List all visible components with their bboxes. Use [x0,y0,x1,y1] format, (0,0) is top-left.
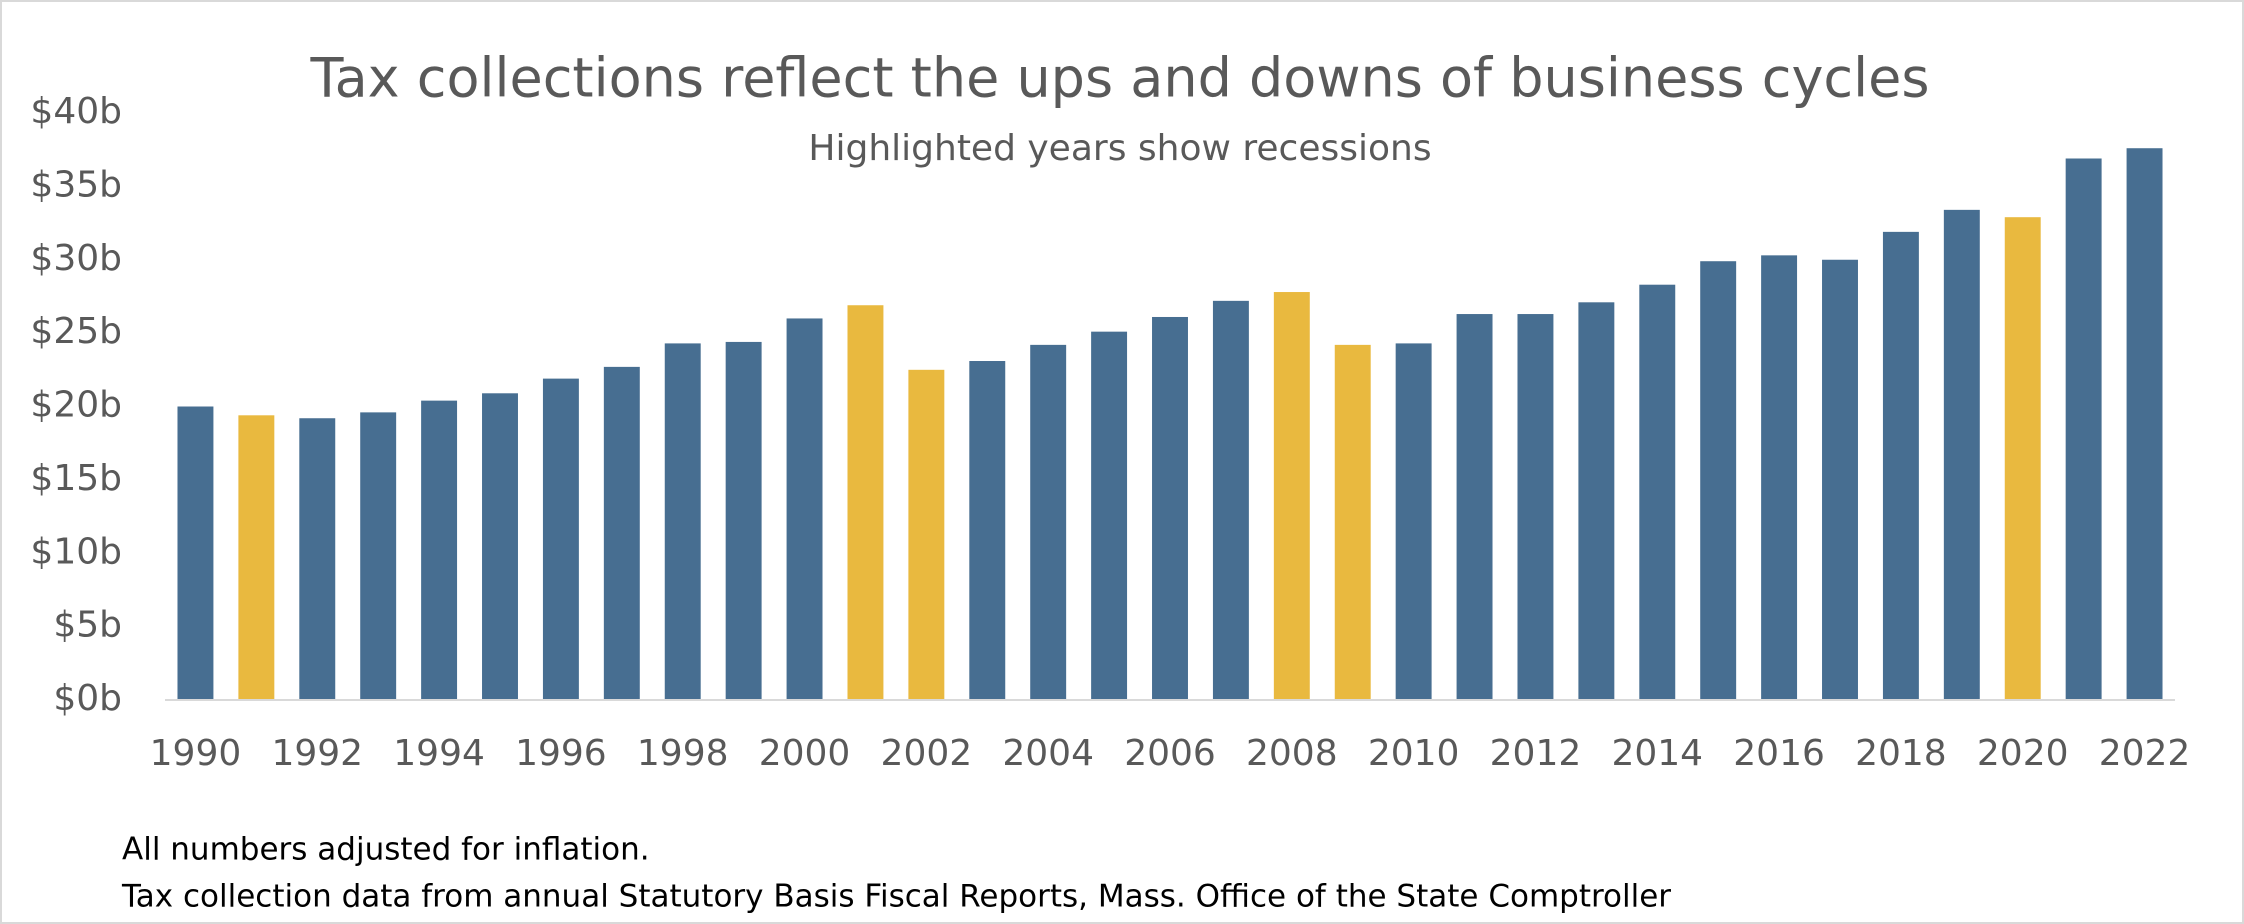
x-tick-label: 1990 [150,733,242,774]
bar [177,406,214,700]
y-tick-label: $15b [30,458,122,499]
bar [1578,302,1615,700]
chart-subtitle: Highlighted years show recessions [808,128,1431,169]
bar [542,378,579,700]
x-tick-label: 2004 [1002,733,1094,774]
x-tick-label: 2022 [2099,733,2191,774]
bar [847,305,884,700]
bar [299,418,336,700]
x-tick-label: 2020 [1977,733,2069,774]
footnote: Tax collection data from annual Statutor… [121,879,1671,915]
bar [482,393,518,700]
chart-title: Tax collections reflect the ups and down… [310,47,1930,110]
x-tick-label: 1992 [271,733,363,774]
bar [2065,158,2102,700]
y-tick-label: $40b [30,91,122,132]
x-tick-label: 2018 [1855,733,1947,774]
bar [603,366,640,700]
bar [421,400,458,700]
y-tick-label: $35b [30,164,122,205]
bar [1152,316,1188,700]
y-tick-label: $20b [30,385,122,426]
bar [2004,217,2041,700]
bar [1761,255,1798,700]
bar [725,341,762,700]
y-tick-label: $25b [30,311,122,352]
bar [786,318,823,700]
y-tick-label: $30b [30,238,122,279]
x-tick-label: 1996 [515,733,607,774]
bar [1091,331,1128,700]
y-tick-label: $5b [53,605,122,646]
bar [238,415,275,700]
bar [1334,344,1371,700]
bar [1212,300,1249,700]
y-tick-label: $0b [53,678,122,719]
x-tick-label: 1998 [637,733,729,774]
x-tick-label: 2012 [1490,733,1582,774]
x-tick-label: 2008 [1246,733,1338,774]
bar [1822,259,1858,700]
x-tick-label: 2000 [759,733,851,774]
bar [2126,148,2163,701]
x-tick-label: 2006 [1124,733,1216,774]
x-tick-label: 2014 [1611,733,1703,774]
y-tick-label: $10b [30,531,122,572]
bar [969,361,1006,700]
x-tick-label: 2010 [1368,733,1460,774]
x-tick-label: 2002 [881,733,973,774]
bar [1395,343,1432,700]
bar [1700,261,1737,700]
bar [664,343,701,700]
bar [1456,314,1493,700]
x-tick-label: 1994 [393,733,485,774]
bar [1639,284,1676,700]
bar [908,369,945,700]
bar [1273,292,1310,700]
bar [360,412,397,700]
footnote: All numbers adjusted for inflation. [122,832,650,868]
x-tick-label: 2016 [1733,733,1825,774]
bar [1517,314,1554,700]
bar [1882,231,1919,700]
bar [1030,344,1067,700]
bar [1943,209,1980,701]
